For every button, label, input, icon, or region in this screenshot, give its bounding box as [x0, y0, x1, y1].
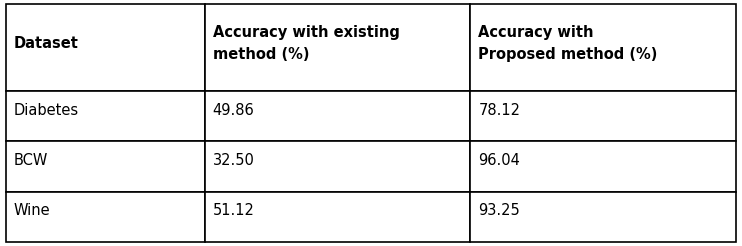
Text: Accuracy with
Proposed method (%): Accuracy with Proposed method (%) [479, 25, 657, 62]
Bar [6, 91, 205, 141]
Bar [470, 141, 736, 192]
Text: Wine: Wine [14, 203, 50, 218]
Text: 93.25: 93.25 [479, 203, 520, 218]
Bar [6, 4, 205, 91]
Bar [205, 91, 470, 141]
Bar [205, 4, 470, 91]
Bar [205, 192, 470, 242]
Text: Dataset: Dataset [14, 36, 79, 51]
Bar [205, 141, 470, 192]
Text: Accuracy with existing
method (%): Accuracy with existing method (%) [212, 25, 399, 62]
Text: Diabetes: Diabetes [14, 103, 79, 118]
Bar [470, 192, 736, 242]
Bar [470, 91, 736, 141]
Bar [470, 4, 736, 91]
Bar [6, 141, 205, 192]
Text: BCW: BCW [14, 153, 48, 168]
Text: 78.12: 78.12 [479, 103, 520, 118]
Text: 32.50: 32.50 [212, 153, 255, 168]
Bar [6, 192, 205, 242]
Text: 96.04: 96.04 [479, 153, 520, 168]
Text: 51.12: 51.12 [212, 203, 255, 218]
Text: 49.86: 49.86 [212, 103, 255, 118]
